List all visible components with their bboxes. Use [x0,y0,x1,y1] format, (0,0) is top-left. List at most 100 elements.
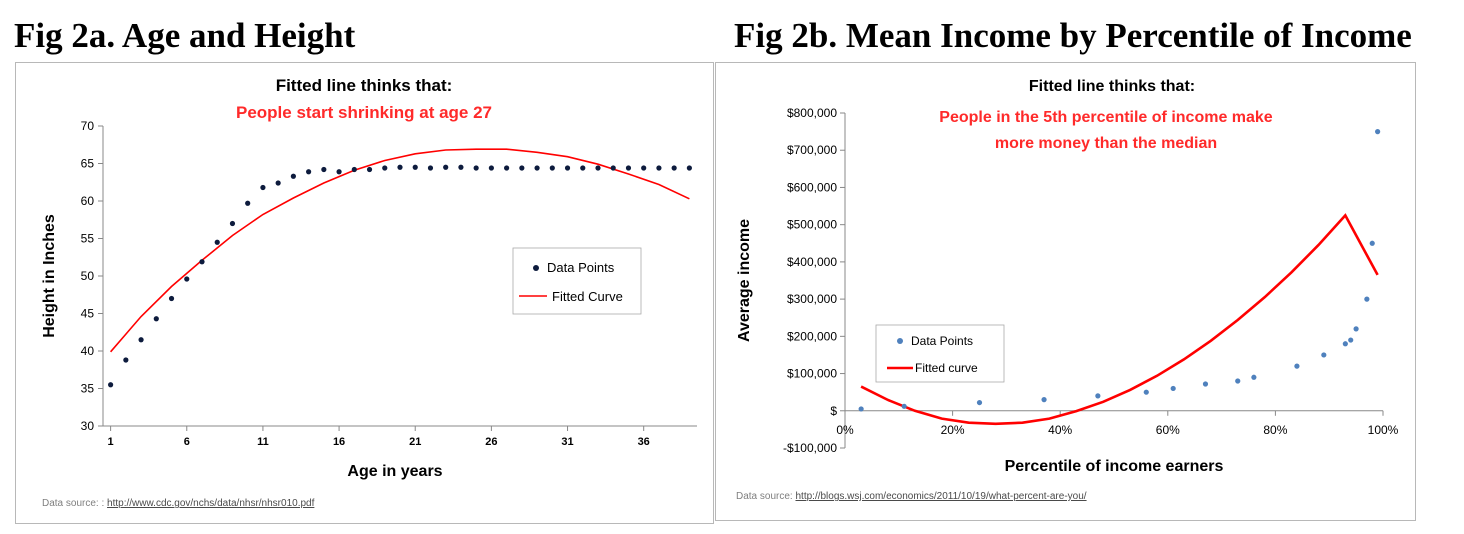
y-tick-label: $400,000 [787,255,837,269]
x-tick-label: 0% [836,423,854,437]
data-point [351,166,357,173]
y-tick-label: 60 [81,194,95,208]
chart-age-height: Fitted line thinks that: People start shr… [41,76,697,509]
data-point [671,165,677,171]
data-source-note: Data source: : http://www.cdc.gov/nchs/d… [42,498,315,509]
y-tick-label: $ [830,404,837,418]
annotation-heading: Fitted line thinks that: [276,76,453,95]
data-point [610,165,616,171]
x-tick-label: 36 [638,436,650,448]
x-tick-label: 80% [1263,423,1287,437]
y-tick-label: $700,000 [787,143,837,157]
y-tick-label: $200,000 [787,329,837,343]
data-point [336,169,342,175]
data-point [1321,352,1327,358]
y-tick-label: -$100,000 [783,441,837,455]
x-tick-label: 1 [108,436,114,448]
x-axis-title: Percentile of income earners [1005,458,1224,475]
y-tick-label: 30 [81,419,95,433]
x-axis-title: Age in years [347,463,442,480]
data-point [290,173,296,179]
figure-2a-title: Fig 2a. Age and Height [14,16,356,55]
y-tick-label: $800,000 [787,106,837,120]
data-point [625,165,632,171]
data-point [1375,129,1381,135]
x-tick-label: 31 [561,436,573,448]
y-tick-label: $100,000 [787,367,837,381]
data-point [858,406,864,412]
data-point [1235,378,1241,384]
data-point [1170,385,1176,392]
data-point [1294,363,1300,369]
data-point [901,403,907,409]
y-tick-label: $300,000 [787,292,837,306]
fitted-curve-line [109,148,690,353]
data-point [534,165,540,171]
data-point [488,165,494,171]
y-tick-label: 70 [81,119,95,133]
y-tick-label: 50 [81,269,95,283]
x-tick-label: 26 [485,436,497,448]
annotation-heading: Fitted line thinks that: [1029,78,1195,95]
data-point [458,164,464,170]
data-point [443,164,449,170]
y-tick-label: 45 [81,307,95,321]
data-point [382,165,388,171]
x-tick-label: 100% [1368,423,1399,437]
data-point [1202,381,1209,387]
legend-data-points-label: Data Points [547,260,615,275]
annotation-text: People start shrinking at age 27 [236,103,492,122]
data-point [199,259,205,265]
data-point [1041,397,1047,403]
data-point [1095,393,1101,399]
data-point [1342,341,1348,347]
y-tick-label: 35 [81,382,95,396]
data-point [397,164,403,170]
annotation-text: more money than the median [995,135,1217,152]
data-point [504,165,510,171]
legend-box [512,247,642,315]
data-point [519,165,525,171]
y-tick-label: 55 [81,232,95,246]
chart-income-percentile: Fitted line thinks that: People in the 5t… [736,78,1399,502]
fitted-curve-line [860,213,1379,426]
data-point [366,166,373,173]
y-tick-label: 40 [81,344,95,358]
data-point [427,165,434,171]
data-point [595,165,601,171]
data-source-link[interactable]: http://www.cdc.gov/nchs/data/nhsr/nhsr01… [107,498,315,509]
chart-panel-age-height: Fitted line thinks that: People start shr… [15,62,714,524]
data-point [1251,374,1257,380]
data-point [473,165,479,171]
x-tick-label: 40% [1048,423,1072,437]
data-point [123,357,129,363]
data-point [168,295,175,302]
x-tick-label: 6 [184,436,190,448]
data-point [641,165,647,171]
y-tick-label: $500,000 [787,218,837,232]
data-point [1353,326,1359,332]
legend-fitted-curve-label: Fitted curve [915,361,978,375]
data-point [1364,296,1370,302]
y-axis-title: Average income [736,219,753,342]
data-point [108,382,114,388]
data-point [321,166,327,173]
data-point [306,169,312,175]
legend-data-points-label: Data Points [911,334,973,348]
data-point [184,276,190,282]
data-point [976,399,983,406]
legend-data-points-marker [533,265,539,271]
x-tick-label: 11 [257,436,269,448]
data-point [138,337,144,343]
data-point [214,239,220,245]
x-tick-label: 16 [333,436,345,448]
y-tick-label: $600,000 [787,180,837,194]
x-tick-label: 20% [941,423,965,437]
data-point [549,165,555,171]
data-point [1348,337,1354,343]
data-source-note: Data source: http://blogs.wsj.com/econom… [736,491,1087,502]
data-source-link[interactable]: http://blogs.wsj.com/economics/2011/10/1… [795,491,1086,502]
data-point [153,316,159,322]
legend-data-points-marker [897,338,903,344]
data-point [1143,389,1149,395]
